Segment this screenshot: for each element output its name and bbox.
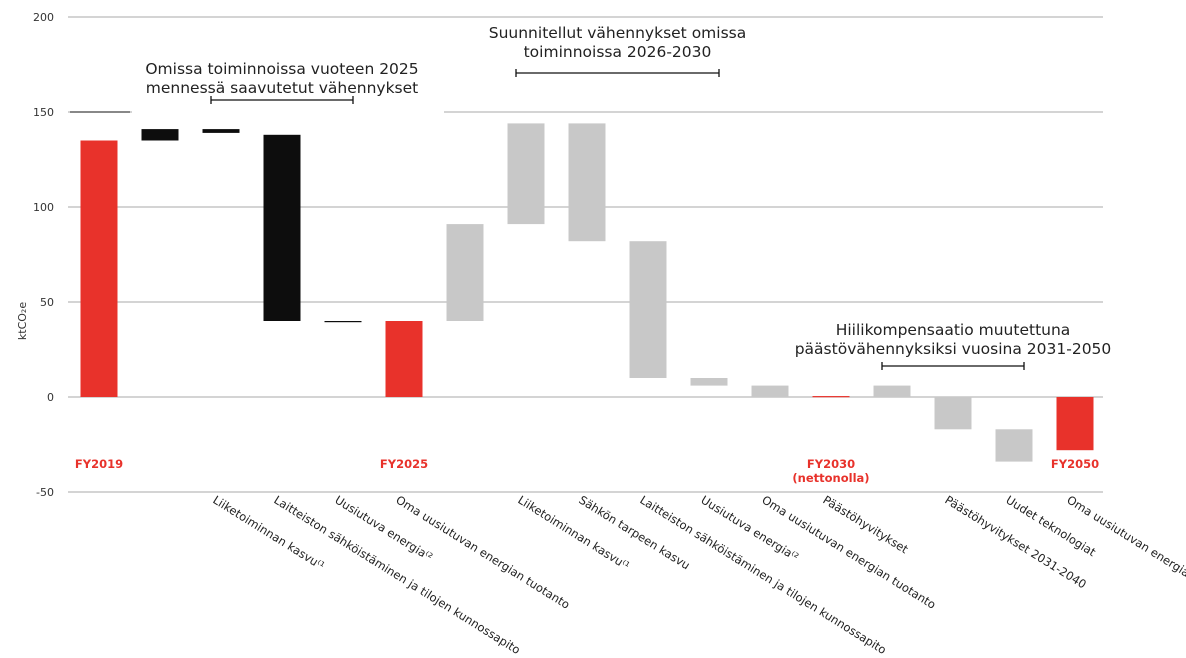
bars [70, 109, 1094, 462]
y-tick-label: 50 [40, 296, 54, 309]
bar-13-milestone [812, 396, 850, 398]
milestone-label: FY2030 [807, 457, 855, 471]
bar-4-achieved [263, 134, 301, 321]
bar-8-planned [507, 123, 545, 225]
milestone-labels: FY2019 FY2025 FY2030(nettonolla) FY2050 [75, 457, 1099, 485]
milestone-label: FY2025 [380, 457, 428, 471]
y-tick-label: 150 [33, 106, 54, 119]
y-tick-label: -50 [36, 486, 54, 499]
bar-9-planned [568, 123, 606, 242]
bar-15-planned [934, 397, 972, 430]
y-axis-label: ktCO₂e [16, 302, 29, 340]
bar-2-achieved [141, 129, 179, 141]
bar-10-planned [629, 241, 667, 378]
bar-5-achieved [324, 321, 362, 323]
annotation-text: Suunnitellut vähennykset omissa [489, 24, 746, 42]
annotation-text: Hiilikompensaatio muutettuna [836, 321, 1071, 339]
category-label: Sähkön tarpeen kasvu [576, 493, 692, 573]
milestone-sublabel: (nettonolla) [792, 471, 869, 485]
bar-16-planned [995, 429, 1033, 462]
bar-6-milestone [385, 321, 423, 397]
bar-7-planned [446, 224, 484, 321]
milestone-label: FY2050 [1051, 457, 1099, 471]
annotations: Omissa toiminnoissa vuoteen 2025mennessä… [145, 24, 1111, 370]
grid-mask [132, 109, 444, 115]
annotation-text: päästövähennyksiksi vuosina 2031-2050 [795, 340, 1112, 358]
category-label: Liiketoiminnan kasvu⁽¹ [210, 493, 327, 573]
y-tick-label: 100 [33, 201, 54, 214]
bar-12-planned [751, 385, 789, 397]
bar-14-planned [873, 385, 911, 397]
bar-17-milestone [1056, 397, 1094, 451]
bar-1-milestone [80, 140, 118, 397]
annotation-text: Omissa toiminnoissa vuoteen 2025 [145, 60, 418, 78]
bar-11-planned [690, 378, 728, 386]
milestone-label: FY2019 [75, 457, 123, 471]
y-axis-ticks: -50 0 50 100 150 200 [33, 11, 54, 499]
category-label: Laitteiston sähköistäminen ja tilojen ku… [271, 493, 522, 657]
annotation-text: toiminnoissa 2026-2030 [524, 43, 712, 61]
category-label: Liiketoiminnan kasvu⁽¹ [515, 493, 632, 573]
bar-3-achieved [202, 129, 240, 133]
y-tick-label: 200 [33, 11, 54, 24]
y-tick-label: 0 [47, 391, 54, 404]
annotation-text: mennessä saavutetut vähennykset [146, 79, 419, 97]
